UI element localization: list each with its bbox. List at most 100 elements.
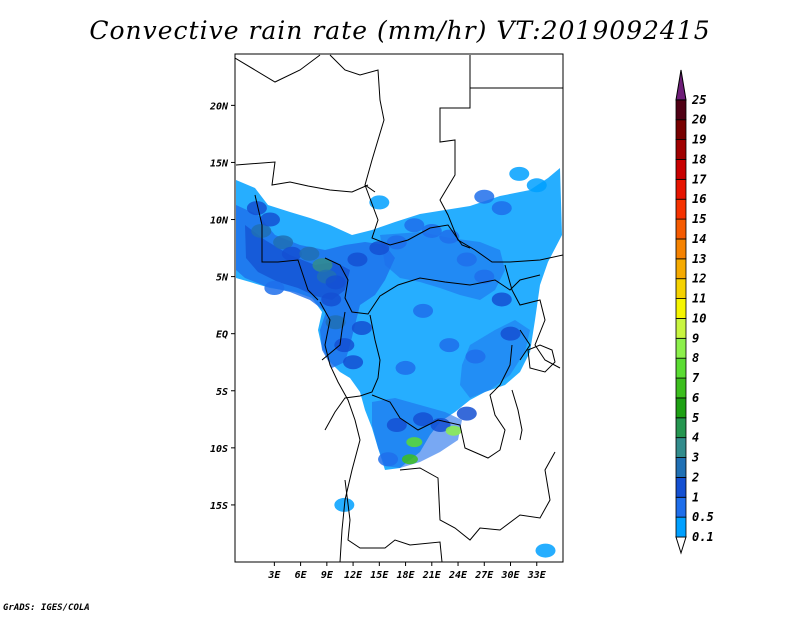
rain-cell — [491, 292, 512, 307]
colorbar-segment — [675, 119, 687, 141]
colorbar-label: 11 — [692, 292, 706, 306]
lon-tick-label: 15E — [370, 570, 389, 581]
colorbar-segment — [675, 417, 687, 439]
coastline-west — [319, 301, 361, 562]
colorbar-segment — [675, 139, 687, 160]
colorbar-label: 4 — [692, 431, 699, 445]
colorbar-segment — [675, 159, 687, 180]
rain-cell — [343, 355, 364, 370]
lon-tick-label: 9E — [321, 570, 334, 581]
border-algeria-libya — [235, 54, 385, 193]
lon-tick-label: 27E — [474, 570, 494, 581]
rain-cell — [351, 320, 372, 335]
colorbar-label: 8 — [692, 351, 699, 365]
lon-tick-label: 24E — [448, 570, 468, 581]
rain-cell — [535, 543, 556, 558]
colorbar-segment — [675, 476, 687, 498]
border-congo-drc — [321, 311, 381, 431]
map-title: Convective rain rate (mm/hr) VT:20190924… — [89, 16, 711, 45]
rain-cell — [251, 223, 272, 238]
lat-tick-label: 10N — [210, 216, 229, 227]
lon-tick-label: 30E — [500, 570, 520, 581]
colorbar-label: 2 — [691, 470, 699, 484]
grads-credit: GrADS: IGES/COLA — [3, 603, 90, 613]
rain-cell — [465, 349, 486, 364]
rain-cell — [386, 418, 407, 433]
colorbar-upper-arrow — [675, 69, 687, 101]
rain-cell — [321, 292, 342, 307]
colorbar-label: 10 — [692, 311, 706, 325]
rain-cell — [378, 452, 399, 467]
colorbar-label: 9 — [692, 331, 699, 345]
colorbar-segment — [675, 377, 687, 399]
rain-cell — [386, 235, 407, 250]
border-chad — [364, 184, 471, 249]
colorbar-label: 16 — [692, 192, 706, 206]
rain-cell — [312, 258, 333, 273]
rain-cell — [259, 212, 280, 227]
lat-tick-label: 15S — [210, 501, 228, 512]
colorbar-segment — [675, 397, 687, 419]
rain-field — [236, 166, 562, 558]
colorbar-label: 17 — [692, 172, 707, 186]
rain-cell — [404, 218, 425, 233]
colorbar-lower-arrow — [675, 536, 687, 555]
rain-cell — [526, 178, 547, 193]
lon-tick-label: 6E — [295, 570, 308, 581]
rain-cell — [395, 360, 416, 375]
border-drc-south — [371, 344, 513, 459]
rain-cell — [406, 437, 423, 448]
rain-cell — [474, 269, 495, 284]
colorbar-label: 0.5 — [692, 510, 714, 524]
rain-cell — [439, 338, 460, 353]
rain-cell — [369, 241, 390, 256]
lake-tanganyika — [511, 389, 523, 441]
rain-cell — [456, 252, 477, 267]
rain-cell — [281, 246, 302, 261]
border-car-cameroon — [324, 257, 541, 315]
colorbar-segment — [675, 457, 687, 478]
rain-cells — [246, 166, 556, 558]
colorbar-segment — [675, 238, 687, 260]
lat-tick-label: 10S — [210, 444, 228, 455]
border-egypt-sudan — [439, 55, 563, 263]
colorbar-label: 25 — [691, 93, 706, 107]
rain-cell — [421, 223, 442, 238]
rain-cell — [456, 406, 477, 421]
rain-cell — [474, 189, 495, 204]
lat-tick-label: 5N — [216, 273, 229, 284]
lon-tick-label: 33E — [527, 570, 547, 581]
border-angola-zambia — [399, 451, 556, 541]
colorbar-label: 18 — [692, 152, 706, 166]
lat-tick-label: EQ — [216, 330, 228, 341]
colorbar-segment — [675, 99, 687, 121]
lake-victoria — [527, 344, 556, 373]
colorbar-segment — [675, 178, 687, 200]
lat-tick-label: 15N — [210, 158, 229, 169]
lat-tick-label: 5S — [216, 387, 228, 398]
rain-cell — [445, 425, 462, 436]
border-east-africa — [504, 264, 561, 369]
country-borders — [235, 54, 563, 562]
rain-cell — [347, 252, 368, 267]
colorbar-segment — [675, 218, 687, 240]
colorbar-label: 7 — [692, 371, 700, 385]
rain-cell — [413, 412, 434, 427]
rain-cell — [299, 246, 320, 261]
colorbar-segment — [675, 357, 687, 379]
rain-cell — [273, 235, 294, 250]
colorbar-label: 13 — [692, 252, 706, 266]
rain-cell — [413, 303, 434, 318]
colorbar-segment — [675, 318, 687, 339]
colorbar-label: 6 — [692, 391, 699, 405]
rain-cell — [334, 338, 355, 353]
rain-cell — [509, 166, 530, 181]
rain-area-south — [372, 398, 462, 468]
colorbar-label: 15 — [692, 212, 706, 226]
lon-tick-label: 18E — [397, 570, 416, 581]
colorbar-segment — [675, 516, 687, 538]
colorbar-label: 20 — [691, 113, 706, 127]
rain-cell — [369, 195, 390, 210]
